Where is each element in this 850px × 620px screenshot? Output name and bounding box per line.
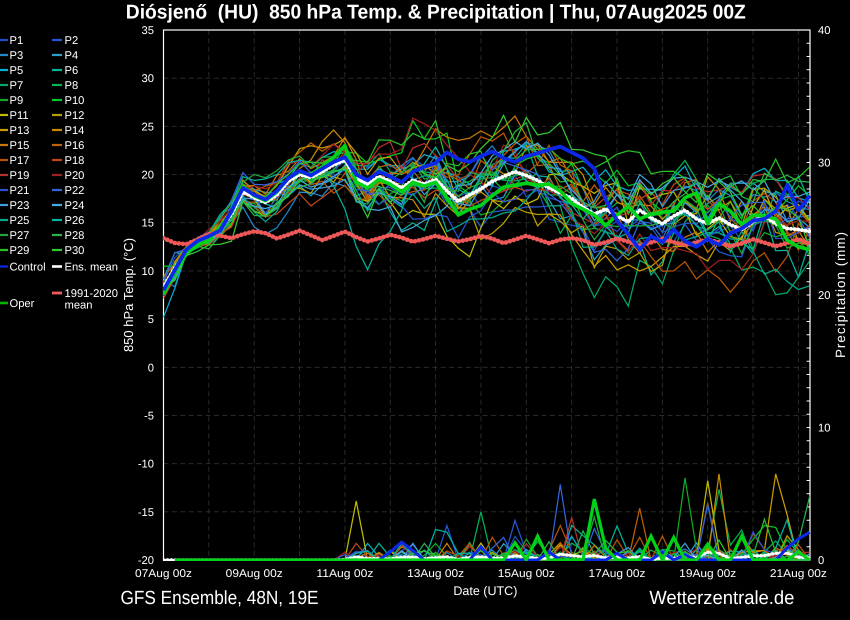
svg-text:Control: Control (10, 262, 46, 274)
svg-text:P25: P25 (10, 215, 30, 227)
svg-text:07Aug 00z: 07Aug 00z (135, 568, 192, 580)
svg-text:P4: P4 (65, 50, 79, 62)
svg-text:P22: P22 (65, 185, 85, 197)
svg-text:P19: P19 (10, 170, 30, 182)
svg-text:P21: P21 (10, 185, 30, 197)
svg-text:0: 0 (818, 555, 824, 567)
svg-text:13Aug 00z: 13Aug 00z (407, 568, 464, 580)
svg-text:GFS Ensemble, 48N, 19E: GFS Ensemble, 48N, 19E (121, 588, 319, 609)
svg-text:21Aug 00z: 21Aug 00z (770, 568, 827, 580)
svg-text:Oper: Oper (10, 298, 35, 310)
svg-text:19Aug 00z: 19Aug 00z (679, 568, 736, 580)
svg-text:P3: P3 (10, 50, 24, 62)
svg-text:09Aug 00z: 09Aug 00z (226, 568, 283, 580)
svg-text:P28: P28 (65, 230, 85, 242)
svg-text:P1: P1 (10, 35, 24, 47)
svg-text:P16: P16 (65, 140, 85, 152)
svg-text:20: 20 (818, 290, 830, 302)
svg-text:P14: P14 (65, 125, 85, 137)
svg-text:Date (UTC): Date (UTC) (453, 584, 517, 598)
svg-text:P11: P11 (10, 110, 29, 122)
svg-text:-20: -20 (138, 555, 154, 567)
svg-text:30: 30 (142, 73, 154, 85)
svg-text:P23: P23 (10, 200, 30, 212)
svg-text:Diósjenő (HU) 850 hPa Temp.: Diósjenő (HU) 850 hPa Temp. & Precipitat… (126, 2, 746, 24)
svg-text:P10: P10 (65, 95, 85, 107)
svg-text:-15: -15 (138, 507, 154, 519)
svg-text:P12: P12 (65, 110, 85, 122)
svg-text:30: 30 (818, 158, 830, 170)
svg-text:P13: P13 (10, 125, 30, 137)
svg-text:P20: P20 (65, 170, 85, 182)
svg-text:P26: P26 (65, 215, 85, 227)
svg-text:15Aug 00z: 15Aug 00z (498, 568, 555, 580)
svg-text:P2: P2 (65, 35, 79, 47)
svg-text:P24: P24 (65, 200, 85, 212)
svg-text:P29: P29 (10, 245, 30, 257)
svg-text:P30: P30 (65, 245, 85, 257)
svg-text:Wetterzentrale.de: Wetterzentrale.de (649, 588, 794, 609)
svg-text:P8: P8 (65, 80, 79, 92)
svg-text:P27: P27 (10, 230, 30, 242)
svg-text:Ens. mean: Ens. mean (65, 262, 118, 274)
svg-text:mean: mean (65, 299, 93, 311)
svg-text:Precipitation (mm): Precipitation (mm) (833, 232, 848, 358)
svg-text:P5: P5 (10, 65, 24, 77)
svg-text:1991-2020: 1991-2020 (65, 288, 119, 300)
svg-text:-10: -10 (138, 459, 154, 471)
svg-text:17Aug 00z: 17Aug 00z (589, 568, 646, 580)
svg-text:P7: P7 (10, 80, 24, 92)
svg-text:P17: P17 (10, 155, 30, 167)
svg-text:11Aug 00z: 11Aug 00z (316, 568, 373, 580)
svg-text:P6: P6 (65, 65, 79, 77)
svg-text:P15: P15 (10, 140, 30, 152)
svg-text:35: 35 (142, 25, 154, 37)
svg-text:20: 20 (142, 170, 154, 182)
svg-text:5: 5 (148, 314, 154, 326)
svg-text:15: 15 (142, 218, 154, 230)
svg-text:40: 40 (818, 25, 830, 37)
svg-text:-5: -5 (144, 411, 154, 423)
svg-text:10: 10 (142, 266, 154, 278)
svg-text:P9: P9 (10, 95, 24, 107)
svg-text:P18: P18 (65, 155, 85, 167)
svg-text:25: 25 (142, 121, 154, 133)
svg-text:850 hPa Temp. (°C): 850 hPa Temp. (°C) (121, 238, 136, 352)
svg-text:0: 0 (148, 362, 154, 374)
svg-text:10: 10 (818, 423, 830, 435)
